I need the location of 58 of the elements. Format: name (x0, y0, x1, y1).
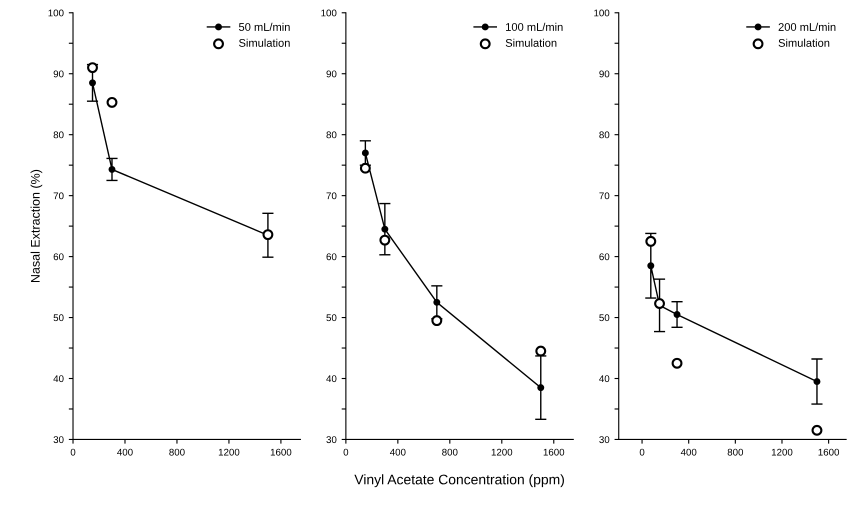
legend-label: 100 mL/min (506, 22, 563, 31)
y-tick-label: 60 (54, 253, 64, 260)
x-tick-label: 1200 (492, 448, 512, 456)
y-tick-label: 50 (54, 314, 64, 322)
x-tick-label: 1600 (818, 448, 840, 456)
point (812, 424, 822, 436)
y-tick-label: 100 (321, 10, 336, 16)
y-tick-label: 40 (53, 375, 64, 382)
x-tick-label: 1200 (772, 448, 792, 456)
y-tick-label: 60 (599, 253, 610, 260)
y-tick-label: 80 (326, 131, 336, 138)
y-axis-title: Nasal Extraction (%) (30, 170, 42, 282)
x-tick-label: 0 (70, 448, 76, 456)
x-axis-title: Vinyl Acetate Concentration (ppm) (354, 474, 564, 488)
y-tick-label: 50 (599, 314, 610, 322)
y-tick-label: 90 (54, 70, 64, 78)
point (262, 229, 274, 240)
y-tick-label: 80 (599, 131, 610, 138)
legend-label: 200 mL/min (778, 22, 836, 31)
point (106, 96, 118, 108)
y-tick-label: 70 (326, 192, 336, 200)
legend-label: Simulation (239, 38, 290, 47)
point (360, 162, 371, 174)
point (672, 358, 682, 369)
legend-label: 50 mL/min (238, 22, 290, 31)
point (87, 62, 98, 74)
x-tick-label: 800 (169, 448, 185, 456)
y-tick-label: 30 (54, 436, 64, 444)
point (431, 315, 442, 326)
y-tick-label: 70 (54, 192, 64, 200)
point (654, 298, 665, 309)
y-tick-label: 80 (54, 131, 64, 138)
x-tick-label: 1200 (218, 448, 240, 456)
y-tick-label: 70 (599, 192, 610, 200)
y-tick-label: 100 (48, 10, 64, 16)
x-tick-label: 800 (728, 448, 744, 456)
y-tick-label: 100 (594, 10, 610, 16)
legend-label: Simulation (778, 38, 830, 47)
x-tick-label: 400 (680, 448, 696, 456)
x-tick-label: 400 (117, 448, 133, 456)
x-tick-label: 1600 (544, 448, 564, 456)
x-tick-label: 400 (390, 448, 406, 456)
x-tick-label: 0 (344, 448, 348, 456)
y-tick-label: 40 (599, 375, 610, 382)
point (379, 234, 390, 246)
x-tick-label: 800 (442, 448, 458, 456)
legend-label: Simulation (506, 38, 556, 47)
point (535, 346, 546, 357)
y-tick-label: 50 (326, 314, 336, 322)
y-tick-label: 30 (326, 436, 336, 444)
y-tick-label: 30 (599, 436, 610, 444)
y-tick-label: 90 (326, 70, 336, 78)
y-tick-label: 60 (326, 253, 336, 260)
y-tick-label: 90 (599, 70, 610, 78)
x-tick-label: 1600 (270, 448, 292, 456)
x-tick-label: 0 (640, 448, 644, 456)
point (645, 236, 656, 247)
y-tick-label: 40 (326, 375, 336, 382)
